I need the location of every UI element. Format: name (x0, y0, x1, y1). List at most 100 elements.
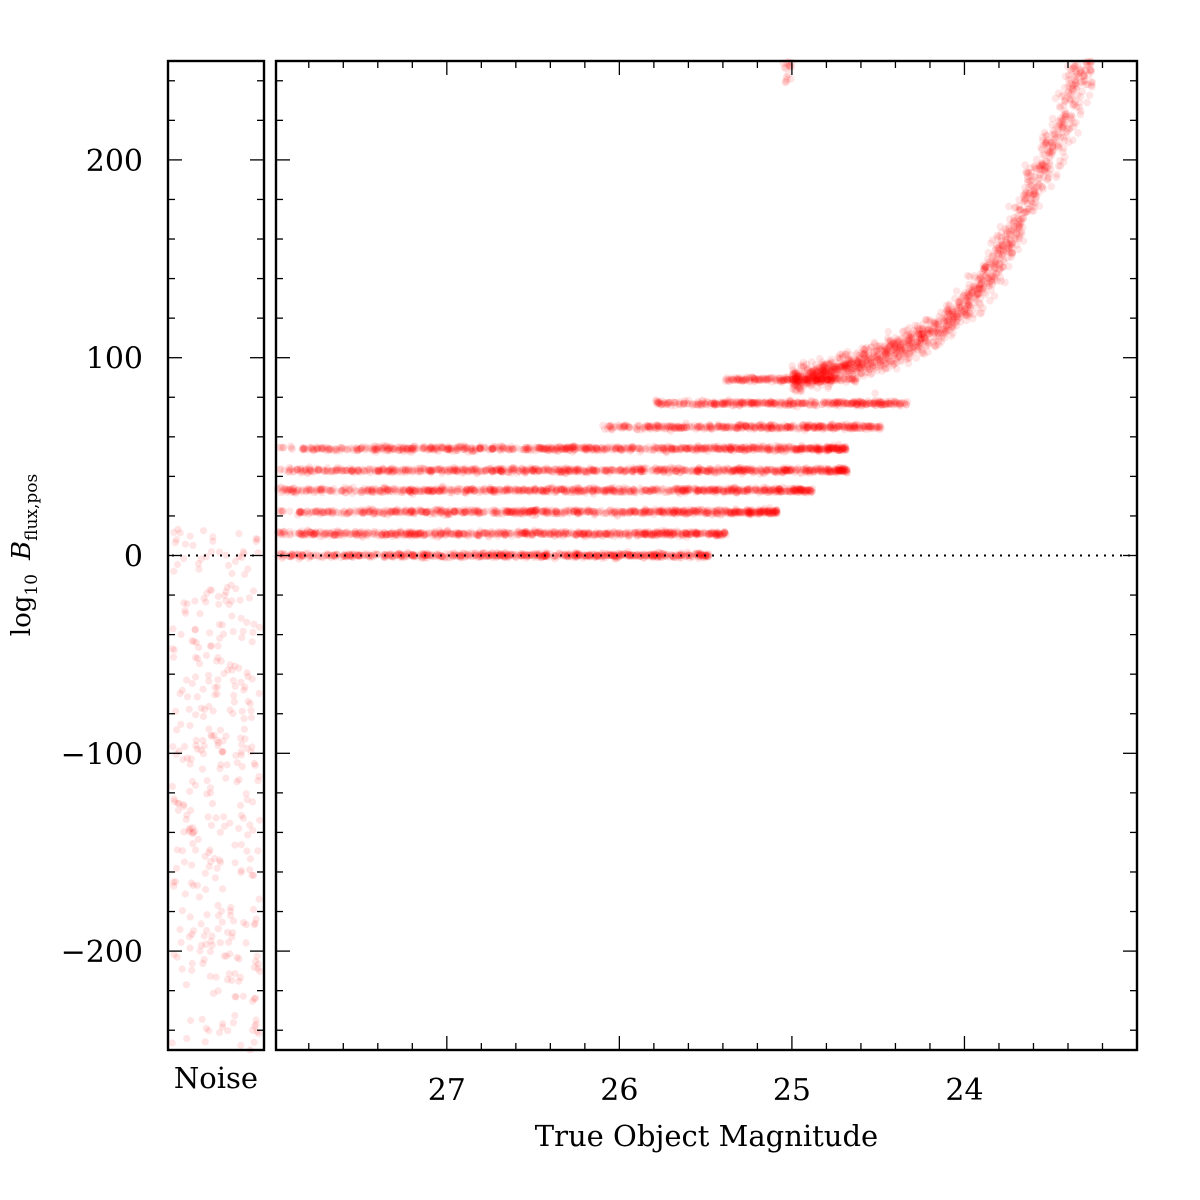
data-point (586, 552, 594, 560)
data-point (488, 550, 497, 558)
data-point (647, 530, 655, 539)
noise-point (170, 567, 178, 575)
data-point (488, 548, 497, 557)
data-point (298, 550, 307, 559)
noise-point (171, 539, 179, 547)
data-point (356, 529, 365, 537)
data-point (383, 530, 392, 539)
noise-point (236, 801, 245, 810)
noise-point (252, 1020, 260, 1028)
data-point (409, 550, 417, 559)
data-point (378, 531, 387, 539)
data-point (797, 486, 806, 495)
data-point (340, 550, 349, 559)
data-point (584, 529, 593, 537)
noise-point (169, 625, 177, 633)
data-point (306, 528, 315, 536)
data-point (323, 551, 332, 560)
noise-point (206, 789, 215, 797)
noise-point (226, 661, 234, 669)
noise-point (178, 847, 187, 855)
data-point (659, 528, 667, 537)
noise-point (197, 941, 205, 950)
noise-point (213, 736, 221, 744)
noise-point (211, 855, 219, 863)
noise-point (227, 903, 235, 912)
data-point (431, 529, 440, 537)
data-point (520, 551, 528, 560)
data-point (306, 528, 315, 537)
data-point (489, 551, 497, 560)
noise-point (183, 754, 191, 762)
data-point (280, 529, 288, 538)
data-point (528, 531, 536, 539)
noise-point (170, 646, 178, 654)
noise-point (237, 751, 245, 759)
noise-point (224, 928, 232, 936)
data-point (530, 552, 539, 560)
data-point (535, 552, 543, 560)
data-point (294, 529, 303, 538)
data-point (564, 550, 572, 559)
data-point (675, 529, 683, 538)
noise-point (242, 790, 250, 798)
noise-point (243, 744, 251, 752)
data-point (681, 529, 690, 537)
data-point (287, 444, 296, 452)
noise-point (249, 826, 257, 834)
noise-point (169, 743, 177, 751)
data-point (327, 551, 335, 560)
data-point (653, 530, 661, 538)
data-point (522, 466, 530, 475)
data-point (506, 530, 515, 538)
data-point (584, 552, 593, 560)
noise-point (211, 683, 219, 692)
data-point (288, 551, 296, 560)
noise-point (206, 972, 214, 980)
data-point (504, 551, 513, 560)
data-point (605, 465, 613, 474)
noise-point (223, 583, 231, 592)
noise-point (179, 755, 187, 764)
data-point (500, 529, 509, 538)
data-point (553, 551, 562, 559)
data-point (685, 554, 694, 562)
noise-point (188, 930, 196, 938)
data-point (641, 528, 649, 536)
noise-point (201, 869, 209, 877)
data-point (720, 529, 729, 538)
noise-point (203, 790, 211, 798)
noise-point (173, 726, 181, 734)
data-point (597, 550, 606, 558)
data-point (523, 551, 532, 560)
data-point (583, 507, 592, 516)
data-point (343, 552, 352, 560)
data-point (456, 552, 465, 560)
data-point (446, 553, 454, 562)
data-point (537, 553, 546, 562)
noise-point (186, 760, 194, 768)
noise-point (186, 824, 194, 832)
data-point (692, 549, 701, 557)
data-point (657, 552, 665, 561)
data-point (388, 553, 396, 561)
data-point (593, 551, 601, 560)
data-point (420, 531, 428, 540)
data-point (348, 553, 357, 561)
data-point (504, 553, 513, 562)
noise-point (244, 672, 252, 681)
data-point (401, 551, 409, 559)
data-point (520, 550, 529, 559)
data-point (553, 552, 562, 561)
noise-point (213, 657, 221, 665)
data-point (552, 486, 561, 494)
data-point (348, 551, 356, 559)
data-point (650, 551, 659, 560)
data-point (396, 553, 405, 562)
noise-point (199, 736, 207, 745)
noise-point (240, 715, 248, 723)
data-point (413, 553, 422, 561)
data-point (696, 551, 705, 559)
data-point (447, 530, 456, 538)
noise-point (238, 707, 246, 715)
